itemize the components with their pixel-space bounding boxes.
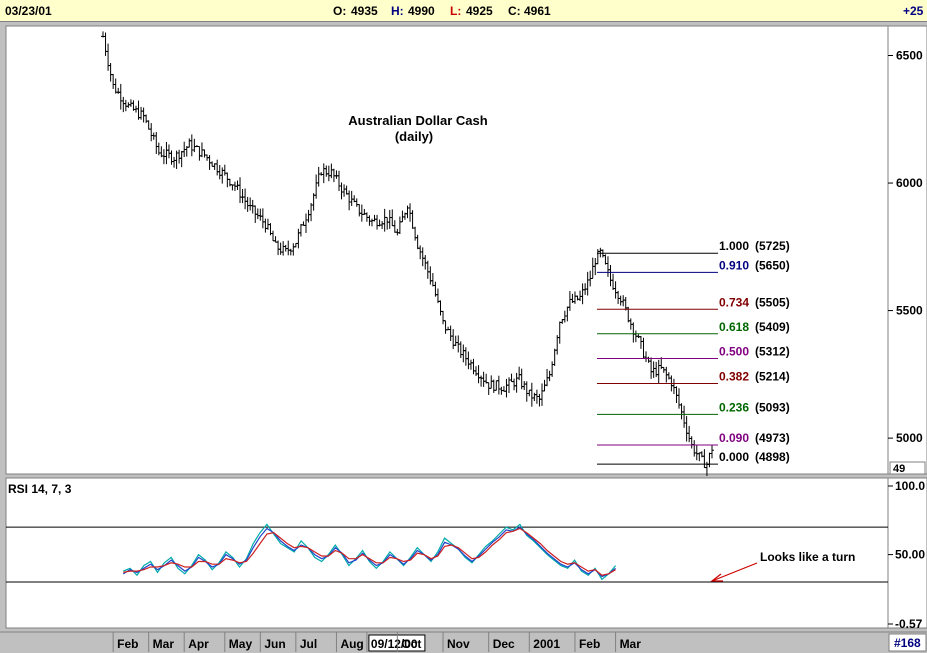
time-axis-label: Oct [401,637,421,651]
fib-value-label: (5725) [755,239,790,253]
rsi-axis: 100.0 50.00 -0.57 [888,479,925,631]
time-axis-label: Apr [188,637,209,651]
rsi-series-line [123,523,617,581]
open-label: O: [333,4,347,18]
time-axis-label: May [229,637,253,651]
price-axis-partial-label: 49 [893,463,905,475]
time-axis-label: 2001 [533,637,560,651]
price-axis-tick-label: 6000 [896,176,923,190]
open-value: 4935 [351,4,378,18]
time-axis-bar [0,632,927,653]
time-axis-label: Feb [579,637,600,651]
price-panel [5,25,889,475]
price-axis-tick-label: 6500 [896,49,923,63]
fib-value-label: (5409) [755,320,790,334]
rsi-title: RSI 14, 7, 3 [8,482,72,496]
time-axis-label: Nov [447,637,470,651]
high-value: 4990 [408,4,435,18]
fib-value-label: (5093) [755,400,790,414]
fib-ratio-label: 0.090 [719,431,749,445]
change-value: +25 [903,4,924,18]
chart-subtitle: (daily) [395,129,433,144]
time-axis-label: Jun [264,637,285,651]
time-axis-label: 09/12/00 [371,637,418,651]
time-axis-label: Feb [117,637,138,651]
turn-annotation: Looks like a turn [760,550,855,564]
turn-annotation-arrowhead [710,573,723,582]
rsi-axis-tick-label: 50.00 [895,548,925,562]
fib-value-label: (4973) [755,431,790,445]
time-axis-label: Aug [340,637,363,651]
scroll-counter-box[interactable] [888,633,927,652]
low-label: L: [450,4,462,18]
fib-ratio-label: 0.382 [719,370,749,384]
time-axis-label: Dec [493,637,515,651]
fib-ratio-label: 0.734 [719,295,749,309]
fib-ratio-label: 0.500 [719,345,749,359]
price-axis-panel [887,25,927,475]
rsi-axis-panel [887,477,927,629]
rsi-series-line [123,527,616,576]
rsi-panel [5,477,889,629]
rsi-axis-tick-label: 100.0 [895,479,925,493]
time-axis-label: Mar [620,637,642,651]
price-axis: 6500 6000 5500 5000 [888,49,923,445]
close-value: 4961 [524,4,551,18]
turn-annotation-arrow [711,562,758,582]
low-value: 4925 [466,4,493,18]
fib-value-label: (5505) [755,295,790,309]
fib-ratio-label: 1.000 [719,239,749,253]
price-axis-partial-box [889,461,926,475]
rsi-plot [6,523,888,583]
price-plot [101,31,714,477]
fib-ratio-label: 0.910 [719,258,749,272]
time-axis-label: Mar [153,637,175,651]
date-label: 03/23/01 [5,4,52,18]
fib-value-label: (4898) [755,450,790,464]
fibonacci-levels: 1.000 (5725) 0.910 (5650) 0.734 (5505) 0.618 (5… [597,239,790,465]
fib-value-label: (5650) [755,258,790,272]
close-label: C: [508,4,521,18]
price-axis-tick-label: 5500 [896,304,923,318]
quote-header: 03/23/01 O: 4935 H: 4990 L: 4925 C: 4961… [0,0,927,22]
rsi-axis-tick-label: -0.57 [895,617,923,631]
fib-value-label: (5312) [755,345,790,359]
high-label: H: [391,4,404,18]
fib-ratio-label: 0.236 [719,400,749,414]
scroll-counter: #168 [894,636,921,650]
fib-ratio-label: 0.000 [719,450,749,464]
chart-title: Australian Dollar Cash [348,113,487,128]
chart-canvas: 49 1.000 (5725) 0.910 (5650) 0.734 (5505) 0.61… [0,25,927,653]
price-axis-tick-label: 5000 [896,431,923,445]
time-axis-label: Jul [300,637,317,651]
fib-value-label: (5214) [755,370,790,384]
fib-ratio-label: 0.618 [719,320,749,334]
